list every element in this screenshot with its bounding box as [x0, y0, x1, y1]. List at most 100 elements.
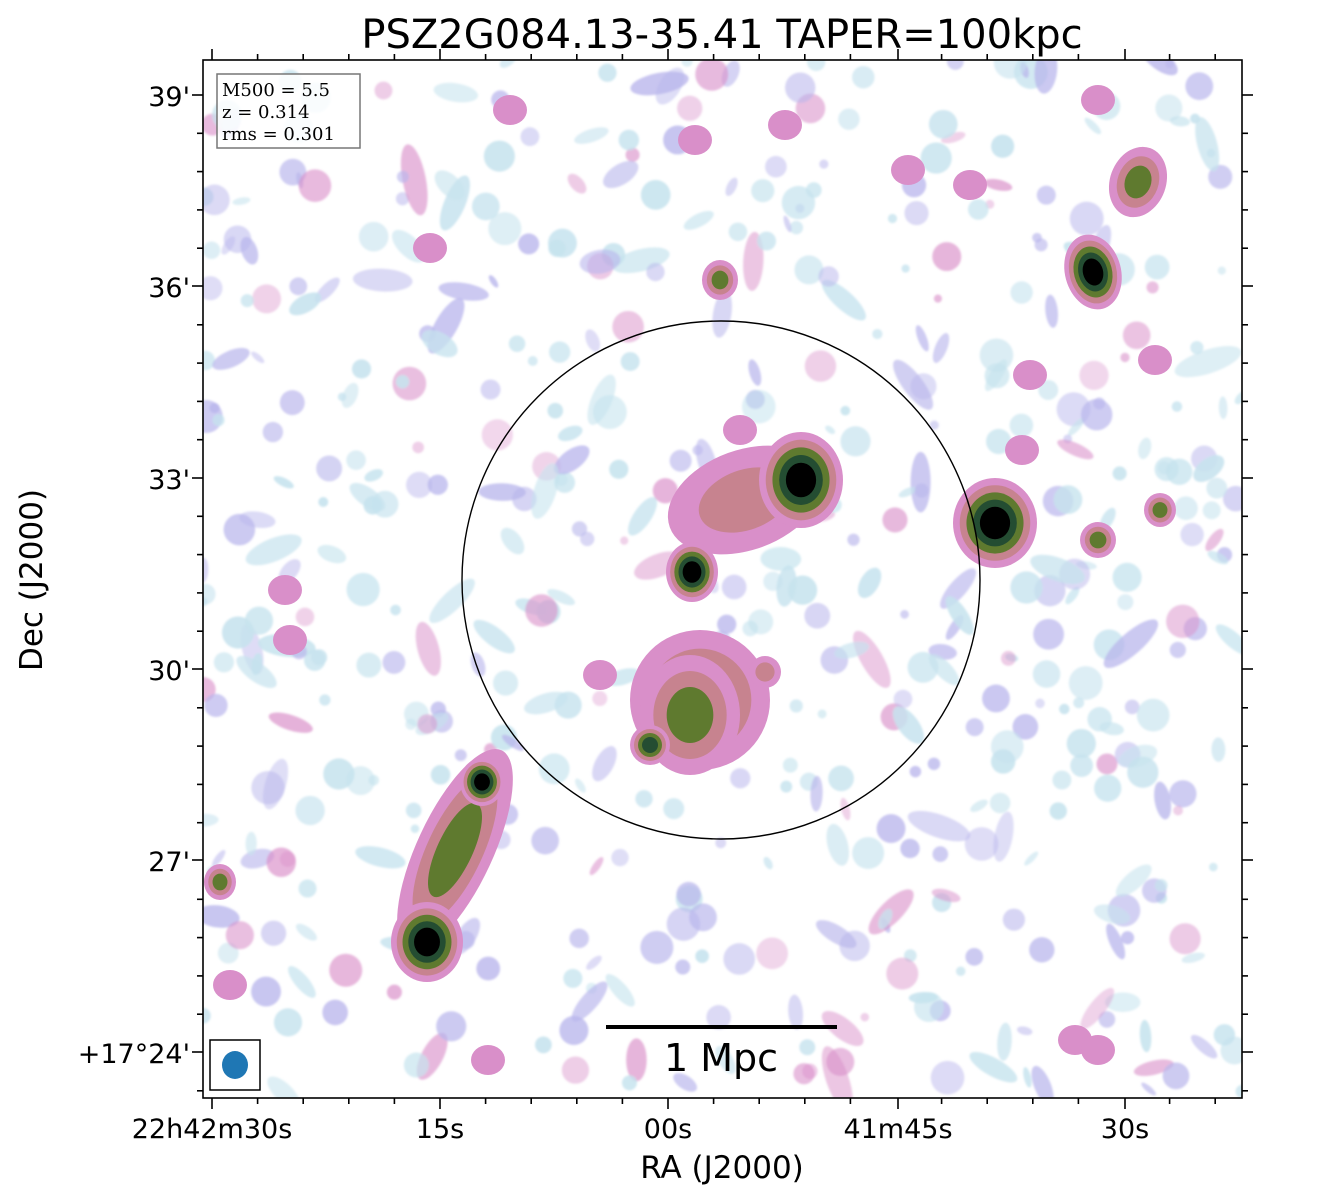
noise-blob [757, 231, 777, 251]
noise-blob [818, 266, 839, 287]
noise-blob [725, 177, 738, 196]
noise-blob [819, 159, 829, 169]
noise-blob [655, 67, 685, 105]
noise-blob [1024, 851, 1039, 866]
noise-blob [1000, 650, 1016, 666]
faint-knot-level [1081, 85, 1115, 115]
noise-blob [730, 768, 751, 789]
noise-blob [454, 749, 467, 762]
noise-blob [955, 966, 966, 976]
faint-knot [891, 155, 925, 185]
noise-blob [997, 1022, 1012, 1061]
noise-blob [1173, 805, 1183, 816]
noise-blob [245, 831, 257, 856]
noise-blob [322, 999, 348, 1026]
noise-blob [1206, 477, 1228, 499]
noise-blob [203, 184, 230, 216]
noise-blob [430, 764, 451, 785]
noise-blob [478, 483, 526, 501]
noise-blob [1052, 770, 1072, 790]
noise-blob [1009, 413, 1034, 438]
noise-blob [1032, 660, 1061, 688]
noise-blob [728, 222, 748, 242]
noise-blob [212, 849, 226, 867]
x-axis-label: RA (J2000) [640, 1150, 804, 1186]
noise-blob [706, 1005, 731, 1030]
noise-blob [1096, 753, 1118, 775]
tailed-source-level [428, 802, 482, 898]
compact-source-east2-level [1089, 531, 1107, 549]
noise-blob [561, 1056, 590, 1084]
noise-blob [527, 356, 538, 366]
compact-source-south [630, 725, 670, 765]
noise-blob [872, 328, 883, 340]
noise-blob [804, 602, 831, 629]
noise-blob [741, 389, 776, 424]
image-map [203, 60, 1242, 1098]
noise-blob [625, 147, 640, 162]
noise-blob [928, 654, 960, 686]
noise-blob [914, 483, 929, 498]
noise-blob [989, 792, 1011, 814]
beam-ellipse [222, 1051, 248, 1079]
noise-blob [1115, 864, 1152, 897]
compact-source-ne-level [785, 462, 817, 498]
noise-layer [203, 60, 1242, 1098]
noise-blob [480, 379, 501, 400]
compact-source-center-level [682, 561, 702, 583]
noise-blob [1094, 774, 1122, 802]
noise-blob [592, 691, 608, 707]
noise-blob [618, 129, 640, 151]
info-box-line-mass: M500 = 5.5 [222, 80, 330, 101]
noise-blob [1038, 380, 1059, 400]
noise-blob [1106, 923, 1126, 960]
noise-blob [1118, 744, 1158, 768]
noise-blob [400, 144, 428, 216]
noise-blob [1036, 185, 1056, 205]
y-tick-label: 39' [148, 82, 190, 113]
compact-source-right [1144, 493, 1176, 527]
noise-blob [403, 1052, 429, 1078]
noise-blob [473, 619, 515, 654]
noise-blob [840, 797, 851, 821]
y-tick-labels: 39' 36' 33' 30' 27' +17°24' [78, 82, 190, 1070]
noise-blob [289, 277, 308, 296]
noise-blob [1234, 391, 1242, 405]
noise-blob [571, 521, 588, 537]
noise-blob [223, 513, 256, 546]
compact-source-east-level [979, 506, 1011, 540]
noise-blob [799, 1039, 816, 1056]
scalebar: 1 Mpc [606, 1025, 837, 1080]
noise-blob [887, 213, 898, 224]
noise-blob [525, 594, 558, 627]
tick-marks [192, 49, 1253, 1109]
compact-source-left [204, 864, 236, 900]
noise-blob [203, 905, 240, 928]
noise-blob [941, 131, 966, 144]
noise-blob [1169, 923, 1201, 955]
noise-blob [421, 329, 458, 358]
noise-blob [782, 757, 798, 773]
noise-blob [927, 757, 941, 771]
noise-blob [646, 262, 665, 282]
noise-blob [1034, 238, 1048, 252]
noise-blob [932, 242, 962, 272]
noise-blob [592, 395, 627, 429]
noise-blob [538, 753, 570, 785]
noise-blob [520, 127, 540, 147]
noise-blob [1195, 117, 1220, 172]
faint-knot-level [213, 970, 247, 1000]
noise-blob [640, 930, 674, 964]
x-tick-label: 15s [416, 1114, 464, 1145]
noise-blob [221, 236, 236, 255]
noise-blob [993, 811, 1014, 862]
noise-blob [548, 341, 571, 363]
faint-knot [493, 95, 527, 125]
noise-blob [251, 771, 285, 805]
noise-blob [1010, 571, 1043, 604]
noise-blob [252, 284, 282, 314]
noise-blob [395, 375, 410, 389]
noise-blob [991, 134, 1015, 158]
noise-blob [273, 476, 294, 489]
noise-blob [374, 81, 393, 100]
